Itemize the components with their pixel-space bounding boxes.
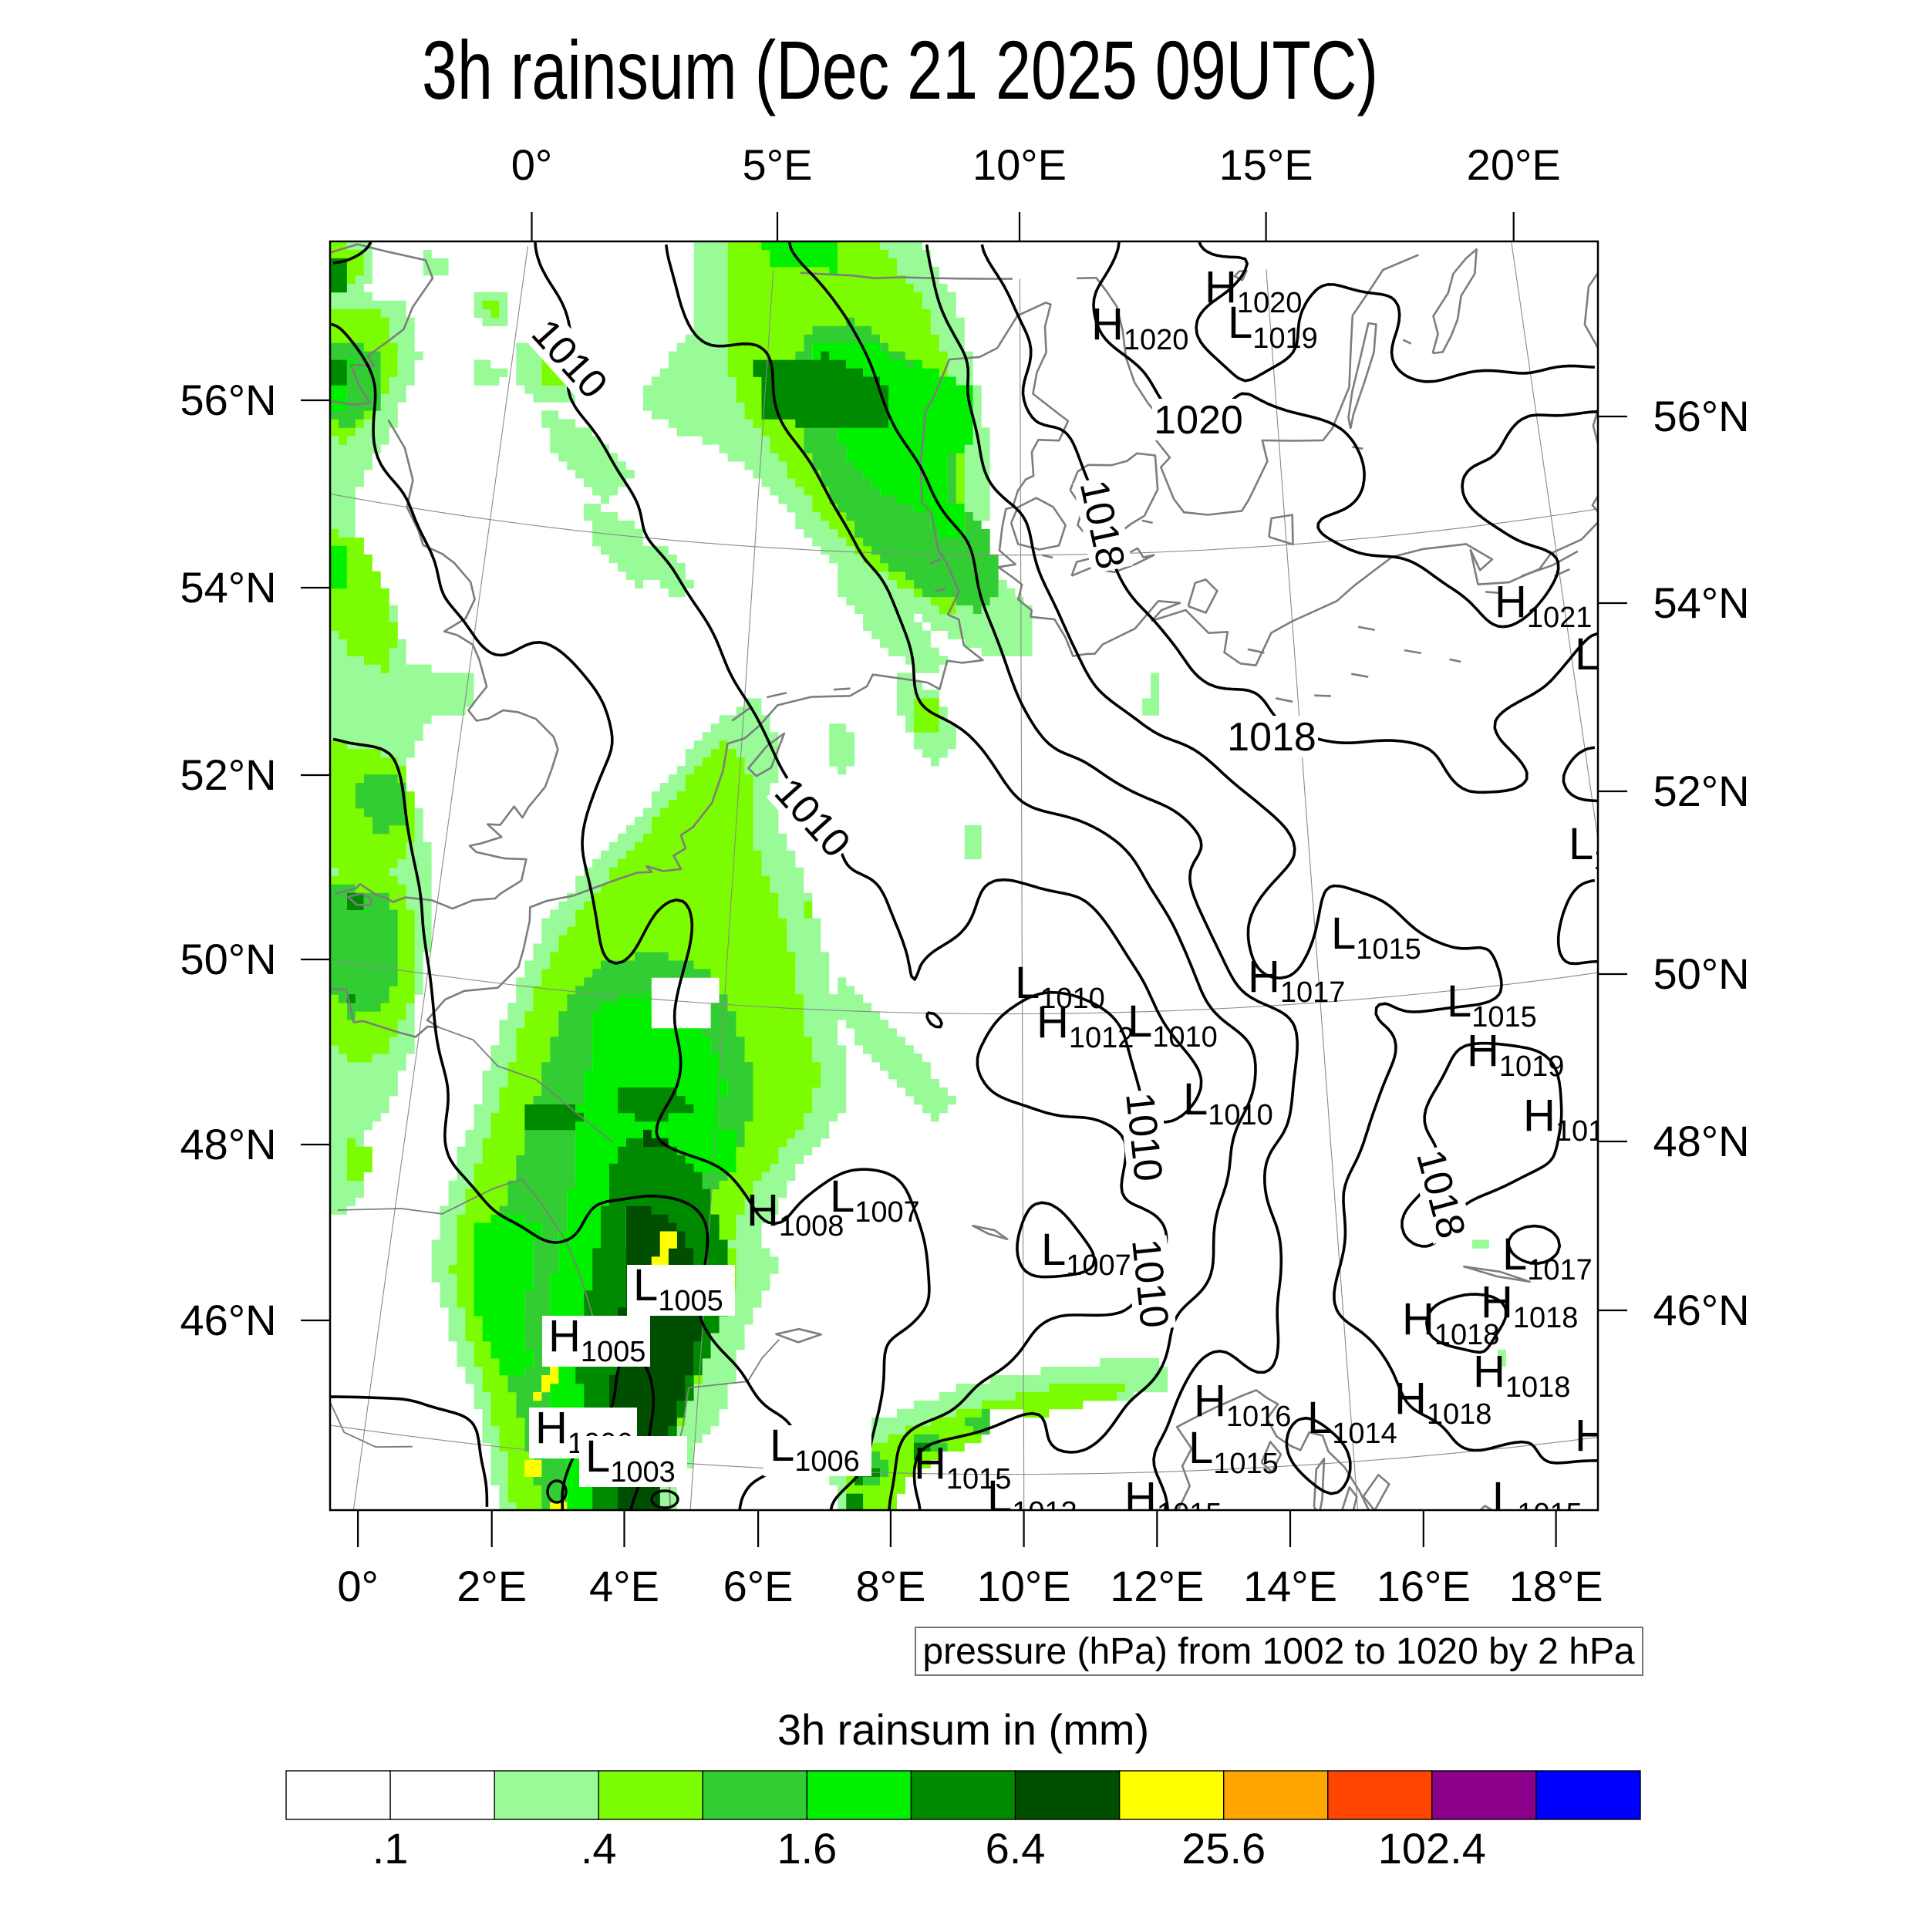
svg-text:L1010: L1010 [1015,958,1105,1015]
svg-text:48°N: 48°N [180,1120,276,1168]
svg-text:10°E: 10°E [972,140,1067,189]
svg-text:56°N: 56°N [180,376,276,424]
svg-text:50°N: 50°N [180,935,276,983]
svg-text:0°: 0° [337,1562,379,1610]
svg-text:102.4: 102.4 [1378,1824,1486,1873]
svg-text:56°N: 56°N [1653,392,1749,440]
svg-text:H: H [1575,1411,1607,1461]
svg-text:52°N: 52°N [180,750,276,799]
svg-text:1018: 1018 [1227,715,1316,760]
svg-text:1010: 1010 [1117,1091,1171,1184]
svg-text:6°E: 6°E [723,1562,794,1610]
svg-text:L10: L10 [1575,629,1633,686]
svg-text:14°E: 14°E [1243,1562,1337,1610]
svg-text:46°N: 46°N [180,1296,276,1344]
svg-text:3h rainsum (Dec 21 2025 09UTC): 3h rainsum (Dec 21 2025 09UTC) [422,23,1378,116]
svg-text:6.4: 6.4 [986,1824,1046,1873]
svg-text:4°E: 4°E [589,1562,659,1610]
svg-text:5°E: 5°E [743,140,813,189]
svg-text:1010: 1010 [1123,1237,1177,1330]
svg-text:18°E: 18°E [1509,1562,1603,1610]
svg-text:0°: 0° [511,140,553,189]
svg-text:2°E: 2°E [457,1562,527,1610]
svg-text:50°N: 50°N [1653,949,1749,998]
svg-text:12°E: 12°E [1110,1562,1204,1610]
svg-text:52°N: 52°N [1653,767,1749,815]
svg-text:8°E: 8°E [855,1562,925,1610]
svg-text:L1003: L1003 [585,1431,676,1489]
svg-text:15°E: 15°E [1219,140,1313,189]
svg-text:1020: 1020 [1154,398,1243,443]
svg-text:L10: L10 [1569,819,1626,876]
svg-text:16°E: 16°E [1377,1562,1471,1610]
svg-text:54°N: 54°N [180,563,276,612]
svg-text:54°N: 54°N [1653,578,1749,627]
svg-text:.4: .4 [581,1824,617,1873]
svg-text:H1018: H1018 [1481,1277,1578,1334]
svg-text:48°N: 48°N [1653,1117,1749,1165]
svg-text:.1: .1 [372,1824,409,1873]
svg-text:20°E: 20°E [1467,140,1561,189]
svg-text:3h rainsum in (mm): 3h rainsum in (mm) [777,1705,1149,1754]
svg-text:1.6: 1.6 [777,1824,837,1873]
svg-text:46°N: 46°N [1653,1286,1749,1334]
svg-text:pressure (hPa) from 1002 to 10: pressure (hPa) from 1002 to 1020 by 2 hP… [922,1631,1635,1672]
svg-text:25.6: 25.6 [1181,1824,1266,1873]
svg-text:10°E: 10°E [977,1562,1071,1610]
